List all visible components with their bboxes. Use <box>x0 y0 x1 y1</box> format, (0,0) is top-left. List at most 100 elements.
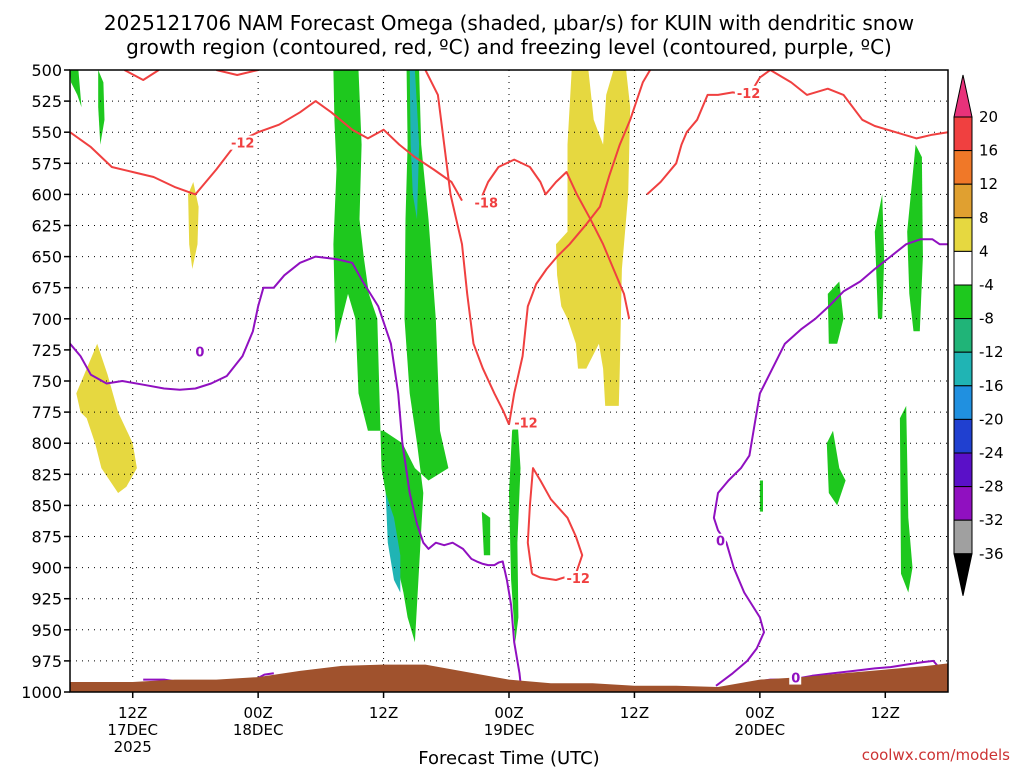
y-tick-label-900: 900 <box>31 559 62 578</box>
omega-region-2 <box>333 70 449 643</box>
freezing-label-bg-4 <box>789 670 802 685</box>
colorbar-box-9 <box>953 418 973 454</box>
freezing-label-bg-3 <box>713 533 726 548</box>
x-tick-label-66-0: 00Z <box>745 704 774 722</box>
x-tick-label-78-0: 12Z <box>871 704 900 722</box>
y-tick-label-800: 800 <box>31 434 62 453</box>
y-axis: 500 525 550 575 600 625 650 675 700 725 750 775 800 8… <box>21 61 70 702</box>
chart-title-line-1: 2025121706 NAM Forecast Omega (shaded, μ… <box>104 11 914 35</box>
dgz-label-bg-5 <box>512 415 541 430</box>
dgz-contour-2 <box>123 70 160 81</box>
omega-region-1 <box>188 182 199 269</box>
y-tick-label-525: 525 <box>31 92 62 111</box>
credit-text: coolwx.com/models <box>862 746 1010 764</box>
omega-region-15 <box>556 70 631 406</box>
omega-region-0 <box>76 343 137 493</box>
x-tick-label-18-0: 00Z <box>243 704 272 722</box>
colorbar-box-7 <box>953 351 973 387</box>
dgz-label-bg-0 <box>228 135 257 150</box>
colorbar-box-3 <box>953 217 973 252</box>
colorbar-box-12 <box>953 519 973 555</box>
x-tick-label-54-0: 12Z <box>620 704 649 722</box>
colorbar-box-8 <box>953 385 973 420</box>
freezing-contour-label-0: 0 <box>195 346 204 361</box>
omega-region-6 <box>509 418 521 643</box>
omega-region-8 <box>827 281 844 344</box>
dgz-contour-4 <box>424 70 510 425</box>
dgz-contour-label-5: -12 <box>514 417 538 432</box>
x-tick-label-18-1: 18DEC <box>233 721 284 739</box>
dgz-contour-7 <box>646 70 948 196</box>
colorbar-label-5: -4 <box>979 276 994 294</box>
freezing-label-bg-0 <box>193 344 206 359</box>
colorbar-label-13: -36 <box>979 545 1004 563</box>
gridlines <box>70 70 948 692</box>
chart-title-line-2: growth region (contoured, red, ºC) and f… <box>126 35 892 59</box>
colorbar-box-6 <box>953 318 973 353</box>
omega-region-14 <box>385 493 401 593</box>
dgz-contour-label-7: -12 <box>737 87 761 102</box>
y-tick-label-700: 700 <box>31 310 62 329</box>
y-tick-label-675: 675 <box>31 279 62 298</box>
x-tick-label-42-1: 19DEC <box>484 721 535 739</box>
x-tick-label-30-0: 12Z <box>369 704 398 722</box>
y-tick-label-500: 500 <box>31 61 62 80</box>
colorbar-label-8: -16 <box>979 377 1004 395</box>
dgz-contour-1 <box>476 158 631 320</box>
colorbar-label-2: 12 <box>979 175 998 193</box>
y-tick-label-850: 850 <box>31 496 62 515</box>
omega-region-7 <box>759 480 763 512</box>
freezing-level-contours <box>70 238 948 692</box>
colorbar-box-2 <box>953 183 973 219</box>
colorbar-bottom-arrow <box>953 553 973 596</box>
dgz-contour-3 <box>216 70 259 76</box>
dgz-label-bg-1 <box>472 195 501 210</box>
y-tick-label-950: 950 <box>31 621 62 640</box>
dgz-contour-label-6: -12 <box>566 572 590 587</box>
freezing-contour-3 <box>712 238 948 687</box>
omega-region-5 <box>481 511 491 556</box>
colorbar-box-0 <box>953 116 973 152</box>
x-axis-title: Forecast Time (UTC) <box>418 748 599 768</box>
y-tick-label-650: 650 <box>31 248 62 267</box>
colorbar-label-12: -32 <box>979 511 1004 529</box>
y-tick-label-975: 975 <box>31 652 62 671</box>
colorbar-label-3: 8 <box>979 209 989 227</box>
y-tick-label-875: 875 <box>31 528 62 547</box>
colorbar-label-9: -20 <box>979 410 1004 428</box>
y-tick-label-600: 600 <box>31 185 62 204</box>
freezing-contour-label-4: 0 <box>791 672 800 687</box>
omega-region-11 <box>899 405 913 593</box>
omega-region-12 <box>907 144 923 332</box>
terrain-fill <box>70 663 948 692</box>
colorbar: 20 16 12 8 4 -4 -8 -12 -16 -20 -24 -28 -32 -36 <box>953 74 1004 596</box>
contour-labels: -12 -18 -12 -12 -12 0 0 0 <box>193 85 802 687</box>
x-tick-label-66-1: 20DEC <box>735 721 786 739</box>
x-tick-label-6-1: 17DEC <box>107 721 158 739</box>
y-tick-label-925: 925 <box>31 590 62 609</box>
y-tick-label-750: 750 <box>31 372 62 391</box>
dgz-contour-label-0: -12 <box>231 137 255 152</box>
dendritic-growth-contours <box>70 70 948 581</box>
x-tick-label-42-0: 00Z <box>494 704 523 722</box>
dgz-contour-5 <box>508 70 651 425</box>
colorbar-box-4 <box>953 250 973 286</box>
colorbar-top-arrow <box>953 74 973 118</box>
colorbar-label-6: -8 <box>979 310 994 328</box>
omega-region-10 <box>874 194 885 319</box>
dgz-label-bg-6 <box>564 571 593 586</box>
y-tick-label-625: 625 <box>31 217 62 236</box>
plot-area: -12 -18 -12 -12 -12 0 0 0 <box>69 69 949 693</box>
dgz-contour-0 <box>70 100 463 202</box>
y-tick-label-725: 725 <box>31 341 62 360</box>
freezing-contour-0 <box>70 255 523 692</box>
dgz-contour-6 <box>526 467 584 581</box>
y-tick-label-775: 775 <box>31 403 62 422</box>
x-tick-label-6-0: 12Z <box>118 704 147 722</box>
y-tick-label-550: 550 <box>31 123 62 142</box>
omega-region-9 <box>826 430 846 506</box>
y-tick-label-825: 825 <box>31 465 62 484</box>
terrain <box>70 663 948 692</box>
